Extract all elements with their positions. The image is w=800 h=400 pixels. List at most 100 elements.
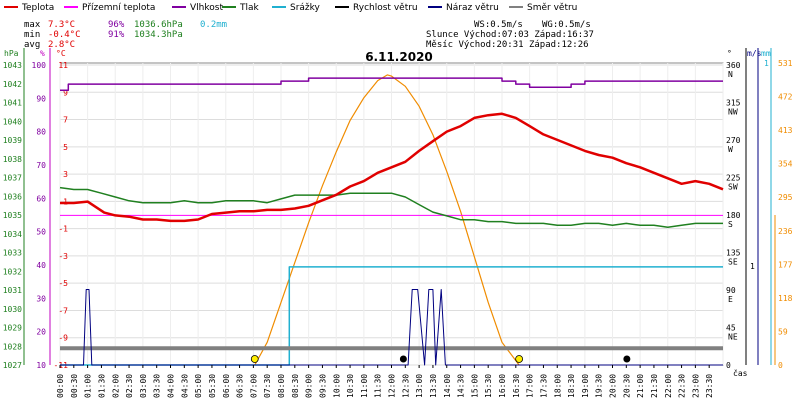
legend-label-7: Směr větru (527, 3, 577, 13)
x-tick-label: 20:30 (622, 374, 631, 398)
press-axis-tick: 1037 (3, 174, 22, 183)
moon-marker (623, 355, 631, 363)
solar-tick: 413 (778, 126, 793, 135)
x-tick-label: 07:00 (249, 374, 258, 398)
x-tick-label: 23:30 (705, 374, 714, 398)
press-axis-tick: 1042 (3, 80, 22, 89)
legend-label-4: Srážky (290, 3, 321, 13)
wind-dir-tick: 315 (726, 99, 741, 108)
wind-dir-name: NW (728, 108, 738, 117)
x-tick-label: 21:00 (636, 374, 645, 398)
solar-tick: 177 (778, 260, 793, 269)
solar-tick: 236 (778, 227, 793, 236)
x-tick-label: 16:30 (512, 374, 521, 398)
stats-max-press: 1036.6hPa (134, 20, 183, 30)
x-tick-label: 23:00 (691, 374, 700, 398)
hum-axis-tick: 60 (36, 194, 46, 203)
stats-min-temp: -0.4°C (48, 30, 81, 40)
x-tick-label: 17:00 (526, 374, 535, 398)
wind-dir-tick: 45 (726, 324, 736, 333)
x-tick-label: 03:30 (153, 374, 162, 398)
press-axis-tick: 1029 (3, 324, 22, 333)
temp-axis-tick: 7 (63, 116, 68, 125)
wind-speed-unit: m/s (747, 49, 762, 58)
stats-max-temp: 7.3°C (48, 20, 75, 30)
wind-dir-name: S (728, 220, 733, 229)
temp-unit: °C (56, 49, 66, 58)
wind-dir-name: NE (728, 333, 738, 342)
stats-block: max 7.3°C 96% 1036.6hPa 0.2mm min -0.4°C… (24, 20, 227, 50)
x-tick-label: 06:00 (222, 374, 231, 398)
x-tick-label: 13:00 (415, 374, 424, 398)
x-tick-label: 18:00 (553, 374, 562, 398)
astro-info: WS:0.5m/s WG:0.5m/s Slunce Východ:07:03 … (426, 20, 594, 50)
press-axis-tick: 1039 (3, 136, 22, 145)
press-axis-tick: 1038 (3, 155, 22, 164)
x-tick-label: 17:30 (539, 374, 548, 398)
temp-axis-tick: -7 (58, 306, 68, 315)
wind-dir-unit: ° (727, 49, 732, 58)
x-tick-label: 05:30 (208, 374, 217, 398)
press-unit: hPa (4, 49, 19, 58)
solar-tick: 295 (778, 193, 793, 202)
x-tick-label: 16:00 (498, 374, 507, 398)
wind-dir-tick: 135 (726, 249, 741, 258)
stats-min-label: min (24, 30, 40, 40)
chart-title: 6.11.2020 (365, 50, 433, 64)
wind-dir-name: N (728, 70, 733, 79)
grid (59, 62, 724, 366)
series-tlak (59, 186, 723, 228)
press-axis-tick: 1028 (3, 342, 22, 351)
stats-min-hum: 91% (108, 30, 125, 40)
legend-label-6: Náraz větru (446, 3, 499, 13)
wind-dir-tick: 270 (726, 136, 741, 145)
wind-dir-tick: 225 (726, 174, 741, 183)
x-tick-label: 09:30 (318, 374, 327, 398)
x-tick-label: 14:00 (443, 374, 452, 398)
x-tick-label: 19:30 (595, 374, 604, 398)
solar-tick: 531 (778, 59, 793, 68)
axes: 1043104210411040103910381037103610351034… (3, 48, 793, 370)
solar-tick: 0 (778, 361, 783, 370)
x-tick-label: 09:00 (305, 374, 314, 398)
stats-max-label: max (24, 20, 41, 30)
x-tick-label: 02:30 (125, 374, 134, 398)
x-tick-label: 08:30 (291, 374, 300, 398)
x-tick-label: 20:00 (609, 374, 618, 398)
solar-tick: 472 (778, 93, 793, 102)
legend-label-1: Přízemní teplota (82, 3, 155, 13)
press-axis-tick: 1041 (3, 99, 22, 108)
x-tick-label: 11:30 (374, 374, 383, 398)
x-tick-label: 06:30 (236, 374, 245, 398)
plot-area (59, 74, 724, 366)
temp-axis-tick: 3 (63, 170, 68, 179)
wind-speed-tick: 1 (750, 262, 755, 271)
wind-dir-tick: 0 (726, 361, 731, 370)
solar-tick: 354 (778, 160, 793, 169)
press-axis-tick: 1027 (3, 361, 22, 370)
stats-min-press: 1034.3hPa (134, 30, 183, 40)
hum-axis-tick: 30 (36, 294, 46, 303)
x-tick-label: 01:30 (97, 374, 106, 398)
stats-max-rain: 0.2mm (200, 20, 227, 30)
press-axis-tick: 1034 (3, 230, 22, 239)
moon-marker (399, 355, 407, 363)
press-axis-tick: 1043 (3, 61, 22, 70)
x-tick-label: 21:30 (650, 374, 659, 398)
solar-tick: 59 (778, 327, 788, 336)
hum-axis-tick: 100 (32, 61, 47, 70)
x-tick-label: 01:00 (84, 374, 93, 398)
x-axis: 00:00 00:30 01:00 01:30 02:00 02:30 03:00 03:30… (56, 365, 748, 398)
press-axis-tick: 1030 (3, 305, 22, 314)
series-teplota (60, 112, 724, 223)
wind-dir-name: E (728, 295, 733, 304)
hum-axis-tick: 50 (36, 228, 46, 237)
stats-avg-temp: 2.8°C (48, 40, 75, 50)
x-tick-label: 15:30 (484, 374, 493, 398)
wind-dir-name: SW (728, 183, 738, 192)
legend: Teplota Přízemní teplota Vlhkost Tlak Srážky… (4, 3, 577, 13)
x-tick-label: 13:30 (429, 374, 438, 398)
press-axis-tick: 1036 (3, 192, 22, 201)
x-tick-label: 10:30 (346, 374, 355, 398)
